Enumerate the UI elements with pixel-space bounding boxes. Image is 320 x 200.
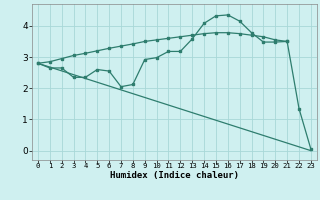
X-axis label: Humidex (Indice chaleur): Humidex (Indice chaleur) [110, 171, 239, 180]
